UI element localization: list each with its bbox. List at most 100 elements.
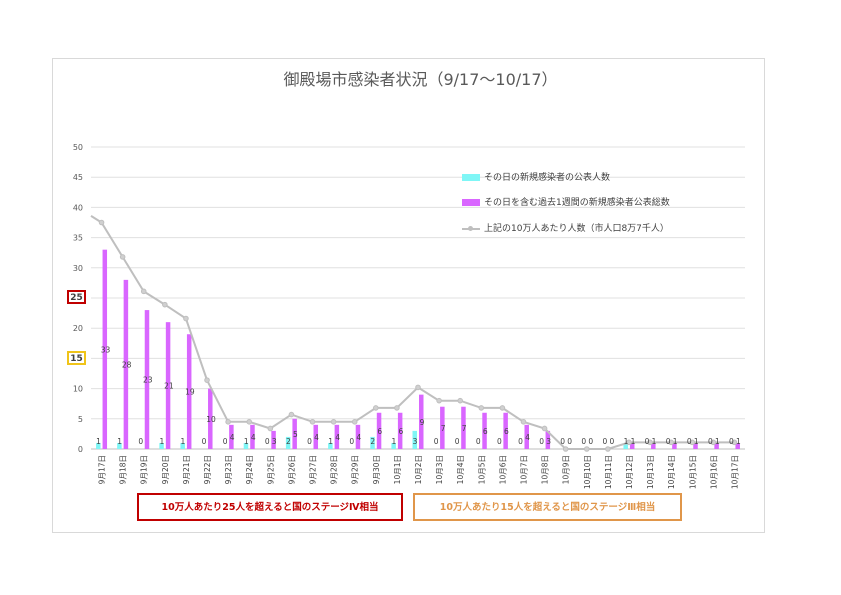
data-label-weekly-total: 3 xyxy=(546,437,551,446)
data-label-weekly-total: 7 xyxy=(462,424,467,433)
x-tick-label: 9月22日 xyxy=(203,455,212,484)
x-tick-label: 10月10日 xyxy=(583,455,592,489)
chart-frame xyxy=(52,58,765,533)
x-tick-label: 10月5日 xyxy=(477,455,486,484)
data-label-new-cases: 0 xyxy=(602,437,607,446)
data-label-weekly-total: 4 xyxy=(335,433,340,442)
y-tick-label: 5 xyxy=(78,415,83,424)
y-tick-label: 30 xyxy=(73,264,83,273)
data-label-new-cases: 0 xyxy=(666,437,671,446)
bar-weekly-total xyxy=(503,412,508,449)
bar-new-cases xyxy=(370,436,375,449)
legend-item-per-100k: 上記の10万人あたり人数（市人口8万7千人） xyxy=(462,221,669,234)
data-label-new-cases: 3 xyxy=(413,437,418,446)
bar-weekly-total xyxy=(376,412,382,449)
bar-weekly-total xyxy=(186,334,192,449)
data-label-weekly-total: 7 xyxy=(441,424,446,433)
data-label-weekly-total: 19 xyxy=(185,388,195,397)
x-tick-label: 9月18日 xyxy=(119,455,128,484)
data-label-weekly-total: 1 xyxy=(736,437,741,446)
bar-weekly-total xyxy=(524,424,529,449)
x-tick-label: 9月29日 xyxy=(351,455,360,484)
data-label-new-cases: 0 xyxy=(202,437,207,446)
x-tick-label: 10月14日 xyxy=(667,455,676,489)
point-per-100k xyxy=(605,446,611,452)
point-per-100k xyxy=(373,405,379,411)
series-line-per-100k xyxy=(90,215,735,450)
point-per-100k xyxy=(457,397,463,404)
x-tick-label: 10月6日 xyxy=(498,455,507,484)
point-per-100k xyxy=(689,439,696,446)
bar-weekly-total xyxy=(292,418,297,449)
data-label-new-cases: 0 xyxy=(223,437,228,446)
point-per-100k xyxy=(731,439,738,446)
data-label-weekly-total: 23 xyxy=(143,376,153,385)
bar-weekly-total xyxy=(144,310,150,449)
data-label-weekly-total: 33 xyxy=(101,345,111,354)
x-tick-label: 10月12日 xyxy=(625,455,634,489)
bar-weekly-total xyxy=(440,406,445,449)
point-per-100k xyxy=(140,288,147,295)
point-per-100k xyxy=(541,425,548,432)
data-label-weekly-total: 6 xyxy=(377,427,382,436)
bar-weekly-total xyxy=(208,388,213,449)
point-per-100k xyxy=(583,446,590,452)
bar-weekly-total xyxy=(271,430,276,449)
x-tick-label: 10月2日 xyxy=(414,455,423,484)
legend-label-weekly-total: その日を含む過去1週間の新規感染者公表総数 xyxy=(484,198,670,208)
point-per-100k xyxy=(288,411,295,418)
legend-swatch-per-100k xyxy=(462,225,480,231)
legend-item-weekly-total: その日を含む過去1週間の新規感染者公表総数 xyxy=(462,195,670,208)
x-tick-label: 9月28日 xyxy=(330,455,339,484)
bar-new-cases xyxy=(96,442,101,449)
bar-weekly-total xyxy=(461,406,466,449)
y-tick-label: 0 xyxy=(78,445,83,454)
data-label-weekly-total: 4 xyxy=(356,433,361,442)
legend-swatch-weekly-total xyxy=(462,199,480,206)
x-tick-label: 10月1日 xyxy=(393,455,402,484)
point-per-100k xyxy=(267,425,274,432)
bar-weekly-total xyxy=(651,442,656,449)
data-label-new-cases: 1 xyxy=(117,437,122,446)
point-per-100k xyxy=(626,439,632,446)
data-label-weekly-total: 21 xyxy=(164,382,174,391)
point-per-100k xyxy=(162,301,168,308)
point-per-100k xyxy=(562,446,569,452)
data-label-new-cases: 1 xyxy=(159,437,164,446)
x-tick-label: 10月11日 xyxy=(604,455,613,489)
data-label-weekly-total: 0 xyxy=(588,437,593,446)
bar-new-cases xyxy=(391,442,396,449)
x-tick-label: 10月4日 xyxy=(456,455,465,484)
bar-weekly-total xyxy=(672,442,677,449)
legend-swatch-new-cases xyxy=(462,174,480,181)
level-marker-25: 25 xyxy=(67,290,86,304)
x-tick-label: 9月27日 xyxy=(309,455,318,484)
x-tick-label: 9月20日 xyxy=(161,455,170,484)
x-tick-label: 10月16日 xyxy=(709,455,718,489)
x-tick-label: 9月21日 xyxy=(182,455,191,484)
bar-weekly-total xyxy=(545,430,551,449)
data-label-weekly-total: 10 xyxy=(206,415,216,424)
point-per-100k xyxy=(351,419,358,425)
data-label-weekly-total: 1 xyxy=(652,437,657,446)
data-label-new-cases: 1 xyxy=(624,437,629,446)
data-label-weekly-total: 9 xyxy=(420,418,425,427)
x-tick-label: 10月3日 xyxy=(435,455,444,484)
bar-weekly-total xyxy=(123,279,129,449)
data-label-weekly-total: 4 xyxy=(230,433,235,442)
data-label-new-cases: 0 xyxy=(138,437,143,446)
x-tick-label: 9月25日 xyxy=(266,455,275,484)
bar-weekly-total xyxy=(693,442,698,449)
bar-weekly-total xyxy=(229,424,234,449)
x-tick-label: 10月9日 xyxy=(562,455,571,484)
bar-new-cases xyxy=(623,442,628,449)
data-label-new-cases: 0 xyxy=(645,437,650,446)
bar-weekly-total xyxy=(735,442,740,449)
point-per-100k xyxy=(710,439,717,446)
data-label-weekly-total: 6 xyxy=(483,427,488,436)
bar-weekly-total xyxy=(334,424,340,449)
point-per-100k xyxy=(183,315,189,322)
point-per-100k xyxy=(119,254,126,260)
bar-new-cases xyxy=(243,442,249,449)
